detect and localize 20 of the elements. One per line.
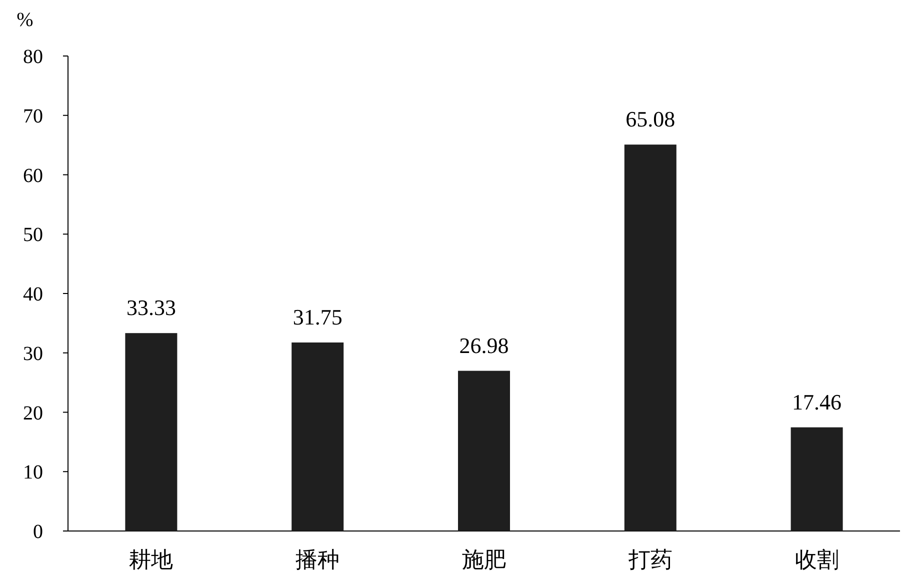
data-label: 31.75 <box>292 304 342 330</box>
data-label: 26.98 <box>459 332 509 358</box>
y-tick-label: 10 <box>23 462 43 484</box>
x-tick-label: 播种 <box>296 547 340 572</box>
y-tick-label: 0 <box>33 521 43 543</box>
y-tick-label: 70 <box>23 105 43 128</box>
x-tick-label: 施肥 <box>462 547 506 572</box>
x-tick-label: 收割 <box>794 547 839 572</box>
y-tick-label: 80 <box>23 46 43 68</box>
y-tick-label: 60 <box>23 164 43 187</box>
y-axis-title: % <box>16 9 34 31</box>
y-tick-label: 30 <box>23 342 43 365</box>
y-tick-label: 50 <box>23 224 43 246</box>
y-tick-label: 40 <box>23 284 43 306</box>
data-label: 33.33 <box>126 295 176 320</box>
y-tick-label: 20 <box>23 402 43 424</box>
x-tick-label: 耕地 <box>129 547 174 572</box>
data-label: 65.08 <box>626 106 676 132</box>
data-label: 17.46 <box>792 389 842 414</box>
x-tick-label: 打药 <box>627 547 672 572</box>
